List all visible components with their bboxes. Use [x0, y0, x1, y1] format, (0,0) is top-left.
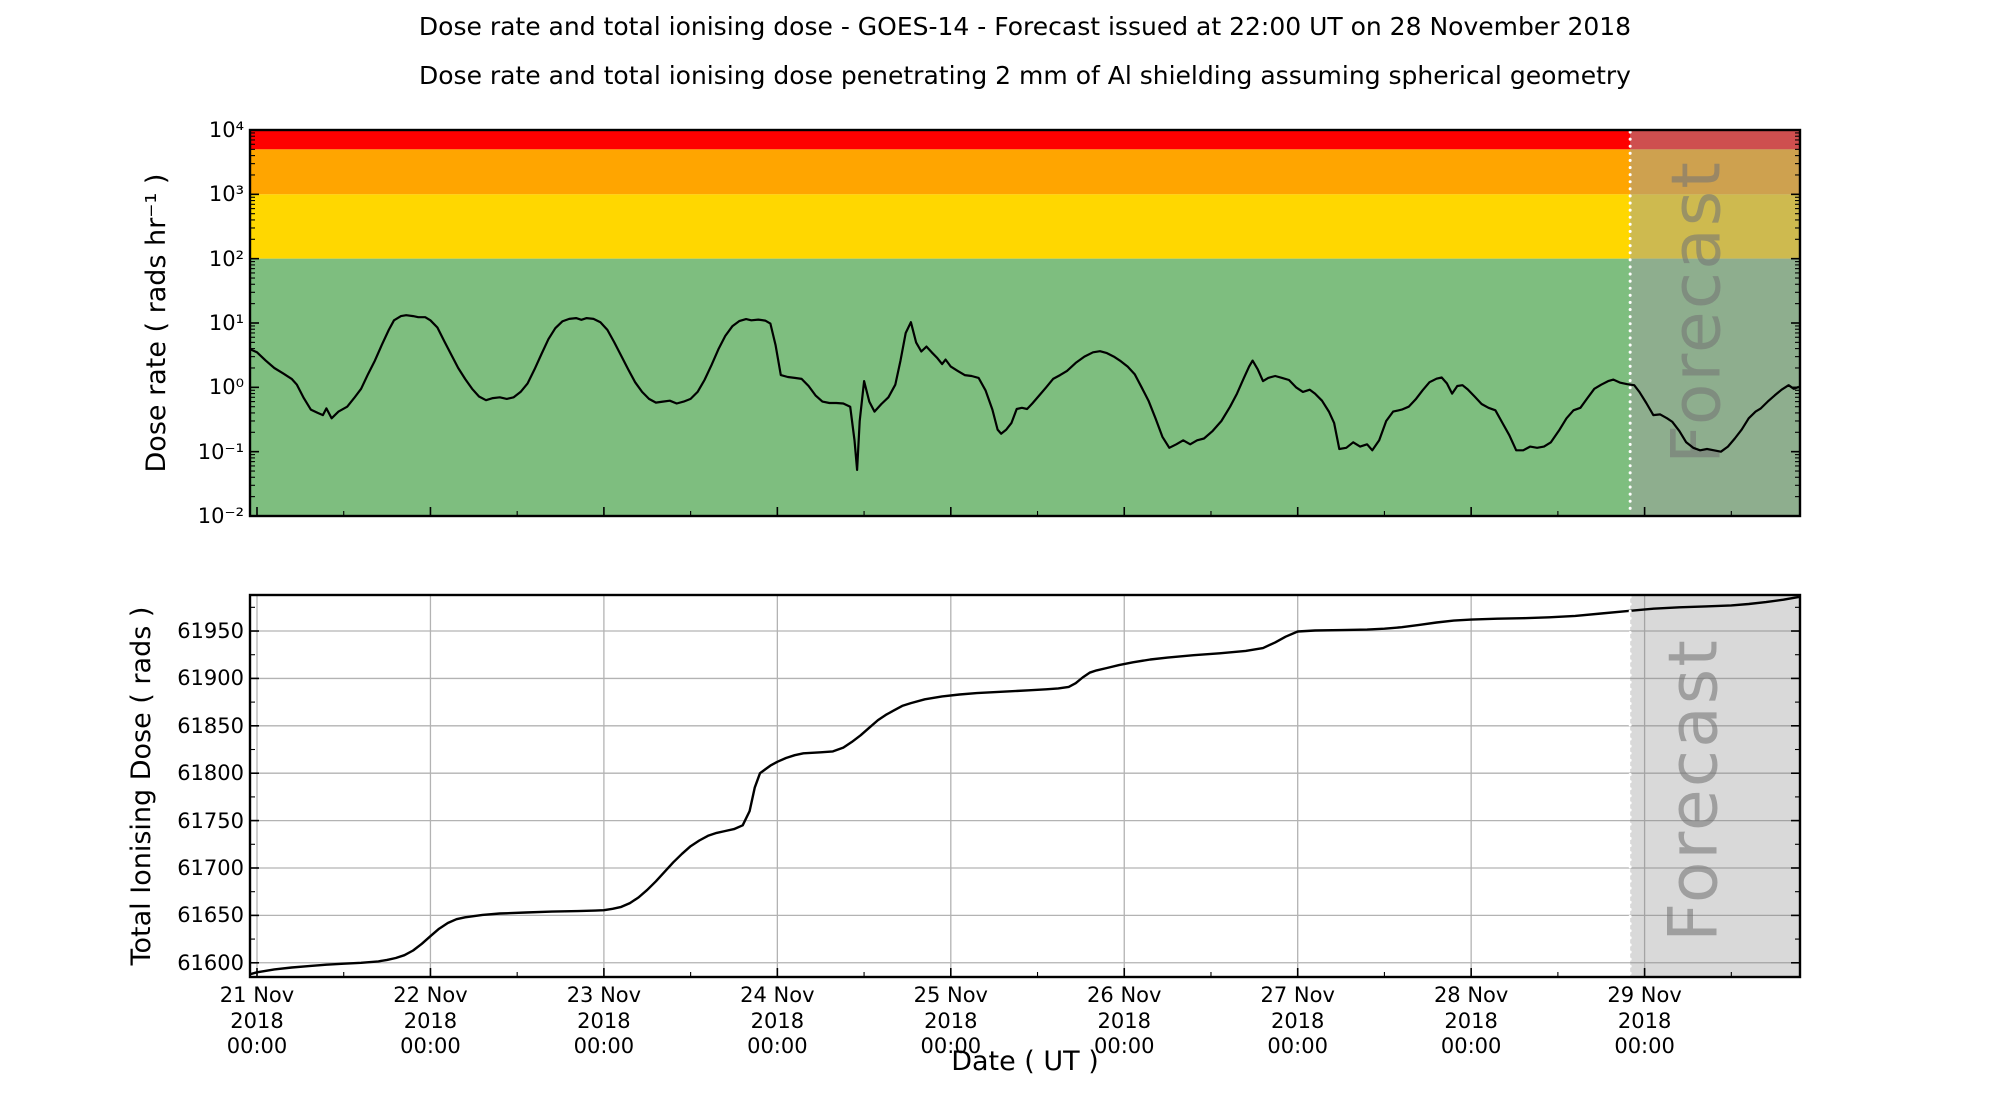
forecast-watermark-bottom: Forecast — [1655, 638, 1734, 942]
total-dose-bg — [250, 595, 1800, 977]
x-tick-label: 21 Nov 2018 00:00 — [219, 983, 295, 1058]
x-tick-label: 23 Nov 2018 00:00 — [566, 983, 642, 1058]
y-tick-label-dose-rate: 10⁻² — [197, 504, 244, 528]
dose-rate-curve — [249, 314, 1800, 471]
y-tick-label-total-dose: 61800 — [177, 761, 244, 786]
figure-title: Dose rate and total ionising dose - GOES… — [418, 12, 1632, 41]
y-tick-label-total-dose: 61600 — [177, 950, 244, 975]
x-tick-label: 27 Nov 2018 00:00 — [1260, 983, 1335, 1058]
x-tick-label: 29 Nov 2018 00:00 — [1607, 983, 1682, 1058]
y-tick-label-dose-rate: 10⁰ — [208, 375, 244, 400]
x-tick-label: 26 Nov 2018 00:00 — [1087, 983, 1162, 1058]
forecast-overlay-bottom — [1630, 595, 1800, 977]
y-tick-label-total-dose: 61750 — [177, 808, 244, 833]
x-tick-label: 28 Nov 2018 00:00 — [1433, 983, 1509, 1058]
forecast-watermark-top: Forecast — [1658, 160, 1737, 464]
y-tick-label-total-dose: 61700 — [177, 855, 244, 880]
warning-band-red — [250, 130, 1800, 150]
total-dose-frame — [248, 593, 1802, 979]
warning-band-orange — [250, 149, 1800, 195]
x-axis-label: Date ( UT ) — [951, 1046, 1099, 1077]
y-tick-label-dose-rate: 10¹ — [208, 311, 244, 335]
y-tick-label-total-dose: 61850 — [177, 713, 244, 738]
x-tick-label: 22 Nov 2018 00:00 — [393, 983, 468, 1058]
y-tick-label-dose-rate: 10² — [208, 246, 244, 271]
y-tick-label-dose-rate: 10⁴ — [208, 118, 244, 142]
x-tick-label: 25 Nov 2018 00:00 — [913, 983, 988, 1058]
x-tick-label: 24 Nov 2018 00:00 — [740, 983, 815, 1058]
y-tick-label-dose-rate: 10⁻¹ — [197, 439, 244, 464]
y-tick-label-dose-rate: 10³ — [208, 182, 244, 207]
warning-band-green — [250, 258, 1800, 516]
y-tick-label-total-dose: 61650 — [177, 903, 244, 928]
total-dose-curve — [249, 595, 1800, 976]
warning-band-yellow — [250, 194, 1800, 259]
y-tick-label-total-dose: 61950 — [177, 619, 244, 644]
forecast-overlay-top — [1630, 130, 1800, 516]
figure-subtitle: Dose rate and total ionising dose penetr… — [419, 61, 1631, 90]
y-tick-label-total-dose: 61900 — [177, 666, 244, 691]
